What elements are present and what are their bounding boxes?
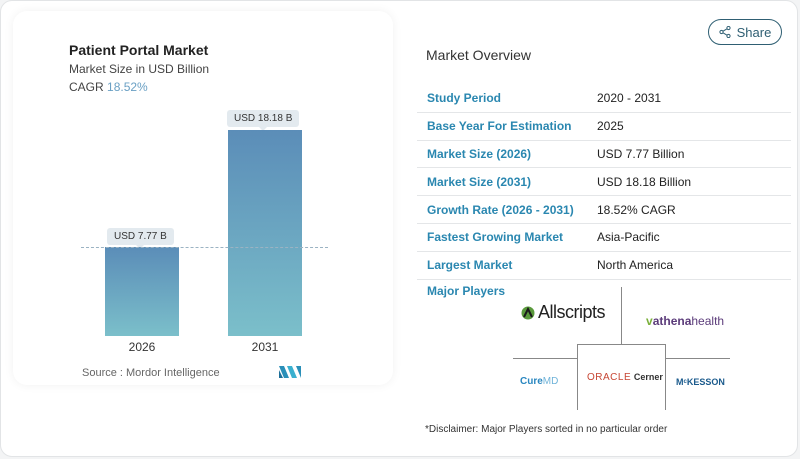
share-label: Share (736, 24, 772, 40)
row-key: Study Period (427, 91, 502, 106)
overview-row-market-size-2031: Market Size (2031) USD 18.18 Billion (417, 168, 791, 197)
row-key: Fastest Growing Market (427, 230, 564, 245)
row-key: Growth Rate (2026 - 2031) (427, 202, 574, 217)
overview-row-study-period: Study Period 2020 - 2031 (417, 85, 791, 113)
chart-subtitle: Market Size in USD Billion (69, 62, 210, 76)
curemd-logo: CureMD (520, 376, 559, 387)
chart-title: Patient Portal Market (69, 42, 209, 58)
overview-row-base-year: Base Year For Estimation 2025 (417, 113, 791, 141)
bar-2031 (228, 130, 302, 336)
logo-divider (621, 287, 622, 344)
overview-row-market-size-2026: Market Size (2026) USD 7.77 Billion (417, 141, 791, 169)
x-tick-2031: 2031 (251, 340, 279, 354)
row-key: Market Size (2026) (427, 146, 532, 161)
row-key: Largest Market (427, 258, 513, 273)
market-overview-table: Study Period 2020 - 2031 Base Year For E… (417, 85, 791, 280)
allscripts-mark-icon (521, 306, 535, 319)
logo-divider (665, 358, 730, 359)
market-overview-title: Market Overview (426, 47, 532, 63)
row-value: USD 18.18 Billion (597, 174, 692, 189)
overview-row-growth-rate: Growth Rate (2026 - 2031) 18.52% CAGR (417, 196, 791, 224)
major-players-label: Major Players (427, 284, 506, 298)
chart-card (13, 11, 393, 385)
athena-leaf-icon: v (646, 314, 653, 328)
row-value: USD 7.77 Billion (597, 146, 685, 161)
source-text: Source : Mordor Intelligence (82, 367, 220, 379)
athenahealth-logo: vathenahealth (646, 314, 725, 328)
cagr-value: 18.52% (107, 80, 148, 94)
x-tick-2026: 2026 (128, 340, 156, 354)
mordor-intelligence-logo-icon (279, 365, 303, 383)
overview-row-fastest-growing: Fastest Growing Market Asia-Pacific (417, 224, 791, 252)
oracle-cerner-logo: ORACLE Cerner (587, 372, 663, 383)
logo-divider (577, 344, 666, 345)
bar-label-2026: USD 7.77 B (107, 228, 174, 249)
logo-divider (665, 344, 666, 410)
chart-cagr: CAGR 18.52% (69, 80, 148, 94)
overview-row-largest-market: Largest Market North America (417, 252, 791, 280)
logo-divider (577, 344, 578, 410)
row-value: Asia-Pacific (597, 230, 660, 245)
bar-2026 (105, 247, 179, 336)
reference-dashed-line (81, 247, 328, 248)
logo-divider (513, 358, 578, 359)
row-value: 2020 - 2031 (597, 91, 662, 106)
share-icon (719, 26, 731, 38)
row-value: 2025 (597, 119, 624, 134)
bar-label-2031: USD 18.18 B (227, 110, 300, 131)
share-button[interactable]: Share (708, 19, 782, 45)
cagr-label: CAGR (69, 80, 104, 94)
row-value: North America (597, 258, 674, 273)
row-key: Market Size (2031) (427, 174, 532, 189)
mckesson-logo: MᶜKESSON (676, 377, 725, 387)
row-value: 18.52% CAGR (597, 202, 676, 217)
allscripts-logo: Allscripts (521, 302, 606, 323)
disclaimer-text: *Disclaimer: Major Players sorted in no … (425, 424, 668, 435)
row-key: Base Year For Estimation (427, 119, 572, 134)
